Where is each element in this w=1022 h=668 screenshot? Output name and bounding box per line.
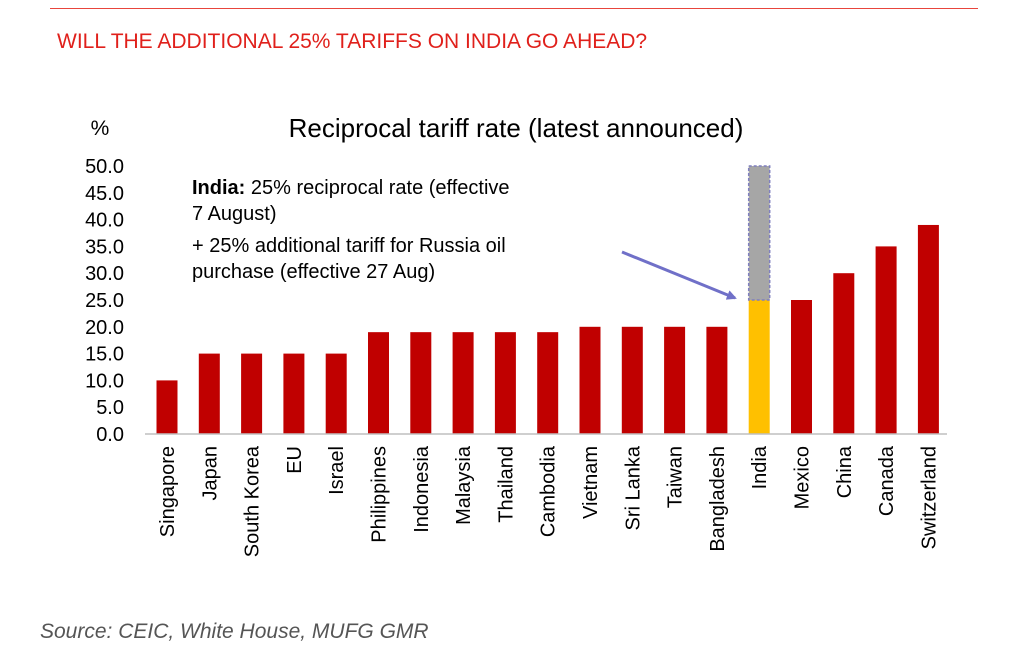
y-tick-label: 20.0 [85, 317, 124, 339]
bar-eu [283, 353, 305, 434]
y-tick-label: 50.0 [85, 156, 124, 178]
x-axis-labels: Singapore Japan South Korea EU Israel Philipp… [157, 445, 940, 557]
y-tick-label: 30.0 [85, 263, 124, 285]
bars [156, 165, 939, 434]
headline: WILL THE ADDITIONAL 25% TARIFFS ON INDIA… [57, 30, 648, 53]
x-tick-label: Indonesia [411, 445, 433, 533]
x-tick-label: Sri Lanka [622, 445, 644, 530]
x-tick-label: Canada [876, 445, 898, 516]
x-tick-label: Vietnam [580, 446, 602, 519]
bar-sri-lanka [621, 326, 643, 434]
bar-south-korea [241, 353, 263, 434]
bar-thailand [494, 332, 516, 434]
bar-bangladesh [706, 326, 728, 434]
y-tick-label: 0.0 [96, 424, 124, 446]
bar-malaysia [452, 332, 474, 434]
y-tick-label: 5.0 [96, 397, 124, 419]
bar-india [748, 300, 770, 434]
x-tick-label: Taiwan [665, 446, 687, 508]
x-tick-label: Singapore [157, 446, 179, 537]
x-tick-label: Switzerland [918, 446, 940, 549]
bar-canada [875, 246, 897, 434]
bar-israel [325, 353, 347, 434]
annotation-line-1: India: 25% reciprocal rate (effective [192, 177, 510, 199]
x-tick-label: Cambodia [538, 445, 560, 537]
bar-vietnam [579, 326, 601, 434]
annotation-line-2: 7 August) [192, 203, 277, 225]
top-rule [50, 8, 978, 9]
x-tick-label: Malaysia [453, 445, 475, 525]
x-tick-label: Japan [199, 446, 221, 501]
annotation-line-4: purchase (effective 27 Aug) [192, 261, 435, 283]
y-tick-label: 35.0 [85, 236, 124, 258]
x-tick-label: Mexico [792, 446, 814, 509]
x-tick-label: China [834, 445, 856, 498]
bar-philippines [368, 332, 389, 434]
bar-mexico [791, 300, 812, 434]
annotation-bold: India: [192, 177, 245, 199]
bar-taiwan [664, 326, 686, 434]
y-tick-label: 25.0 [85, 290, 124, 312]
y-tick-label: 45.0 [85, 183, 124, 205]
y-tick-label: 15.0 [85, 344, 124, 366]
bar-indonesia [410, 332, 432, 434]
india-annotation: India: 25% reciprocal rate (effective 7 … [192, 177, 510, 283]
y-axis-ticks: 0.0 5.0 10.0 15.0 20.0 25.0 30.0 35.0 40.0 45.0 50… [85, 156, 124, 446]
bar-switzerland [917, 224, 939, 434]
source-note: Source: CEIC, White House, MUFG GMR [40, 620, 429, 643]
annotation-line-3: + 25% additional tariff for Russia oil [192, 235, 506, 257]
bar-japan [198, 353, 220, 434]
annotation-arrow [621, 250, 737, 300]
x-tick-label: Thailand [495, 446, 517, 523]
y-tick-label: 10.0 [85, 370, 124, 392]
y-axis-unit: % [91, 117, 110, 140]
bar-singapore [156, 380, 178, 434]
chart-title: Reciprocal tariff rate (latest announced… [289, 113, 744, 143]
bar-china [833, 273, 855, 434]
annotation-line1-text: 25% reciprocal rate (effective [245, 177, 509, 199]
bar-cambodia [537, 332, 559, 434]
x-tick-label: EU [284, 446, 306, 474]
x-tick-label: Israel [326, 446, 348, 495]
bar-india-additional-tariff [747, 165, 771, 301]
x-tick-label: India [749, 445, 771, 489]
y-tick-label: 40.0 [85, 210, 124, 232]
x-tick-label: South Korea [242, 445, 264, 557]
x-tick-label: Bangladesh [707, 446, 729, 552]
x-tick-label: Philippines [369, 446, 391, 543]
